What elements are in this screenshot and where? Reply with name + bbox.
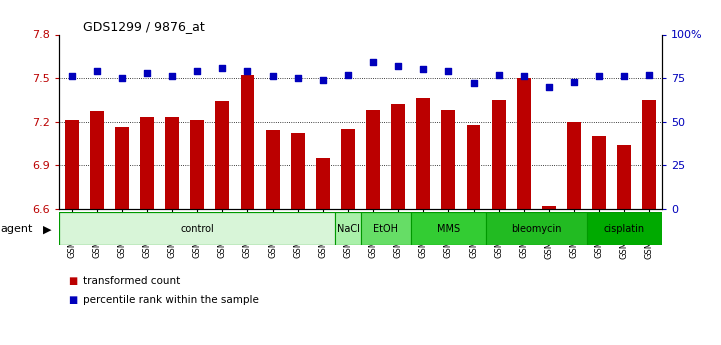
Bar <box>341 129 355 209</box>
Bar <box>441 110 455 209</box>
Point <box>392 63 404 69</box>
Point <box>568 79 580 84</box>
Point <box>116 75 128 81</box>
Bar <box>366 110 380 209</box>
Bar <box>266 130 280 209</box>
Point <box>417 67 429 72</box>
Text: EtOH: EtOH <box>373 224 398 234</box>
Bar <box>335 212 360 245</box>
Bar <box>140 117 154 209</box>
Text: GDS1299 / 9876_at: GDS1299 / 9876_at <box>83 20 205 33</box>
Text: ■: ■ <box>68 295 78 305</box>
Bar <box>216 101 229 209</box>
Text: NaCl: NaCl <box>337 224 359 234</box>
Bar <box>466 125 480 209</box>
Point <box>644 72 655 77</box>
Bar <box>592 136 606 209</box>
Text: percentile rank within the sample: percentile rank within the sample <box>83 295 259 305</box>
Bar <box>417 98 430 209</box>
Point <box>493 72 505 77</box>
Point <box>543 84 554 89</box>
Point <box>192 68 203 74</box>
Bar <box>241 75 255 209</box>
Point <box>242 68 253 74</box>
Bar <box>392 104 405 209</box>
Bar <box>486 212 587 245</box>
Bar <box>65 120 79 209</box>
Text: transformed count: transformed count <box>83 276 180 286</box>
Text: control: control <box>180 224 214 234</box>
Point <box>167 73 178 79</box>
Point <box>91 68 102 74</box>
Point <box>593 73 605 79</box>
Text: cisplatin: cisplatin <box>603 224 645 234</box>
Bar <box>291 133 304 209</box>
Bar <box>517 78 531 209</box>
Bar <box>316 158 329 209</box>
Text: agent: agent <box>1 225 33 234</box>
Bar <box>542 206 556 209</box>
Point <box>443 68 454 74</box>
Text: MMS: MMS <box>437 224 460 234</box>
Point <box>367 60 379 65</box>
Point <box>267 73 278 79</box>
Bar <box>115 127 129 209</box>
Text: ■: ■ <box>68 276 78 286</box>
Point <box>66 73 77 79</box>
Bar <box>492 100 505 209</box>
Point <box>468 80 479 86</box>
Bar <box>587 212 662 245</box>
Bar <box>642 100 656 209</box>
Bar <box>617 145 631 209</box>
Bar <box>567 122 581 209</box>
Bar <box>190 120 204 209</box>
Point <box>342 72 354 77</box>
Point <box>619 73 630 79</box>
Bar <box>411 212 486 245</box>
Point <box>292 75 304 81</box>
Bar <box>360 212 411 245</box>
Bar <box>59 212 335 245</box>
Bar <box>165 117 179 209</box>
Point <box>216 65 228 70</box>
Text: ▶: ▶ <box>43 225 52 234</box>
Point <box>141 70 153 76</box>
Point <box>518 73 529 79</box>
Bar <box>90 111 104 209</box>
Point <box>317 77 329 82</box>
Text: bleomycin: bleomycin <box>511 224 562 234</box>
